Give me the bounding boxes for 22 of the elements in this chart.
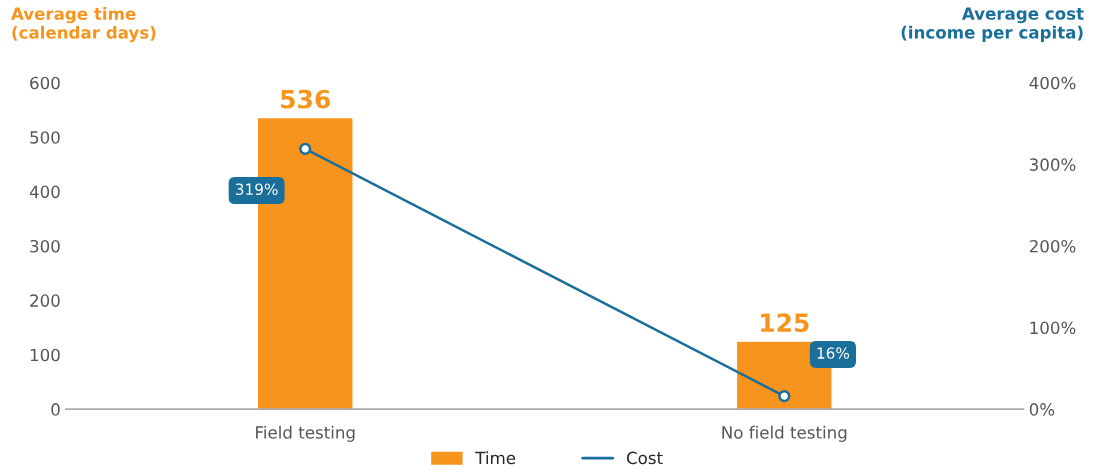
y-tick-label: 100 [30,348,60,362]
x-tick-label: Field testing [256,425,355,442]
data-label: 16% [817,347,850,359]
y-tick-label: 500 [30,131,60,144]
data-label: 319% [235,183,278,195]
y2-tick-label: 0% [1029,403,1055,416]
data-label: 536 [281,89,330,109]
y-axis-title: Average time (calendar days) [11,7,156,43]
y2-tick-label: 200% [1029,239,1076,253]
y2-tick-label: 400% [1029,76,1076,90]
data-label: 125 [761,313,809,333]
y2-axis-title: Average cost (income per capita) [901,7,1084,42]
y-tick-label: 0 [51,403,60,416]
y2-tick-label: 300% [1029,158,1076,171]
y-tick-label: 300 [30,239,60,253]
y-tick-label: 600 [30,76,60,90]
y-tick-label: 200 [30,294,60,307]
y2-tick-label: 100% [1030,321,1076,335]
legend-label: Time [475,451,516,465]
x-tick-label: No field testing [722,425,847,442]
y-tick-label: 400 [29,185,60,199]
legend-label: Cost [626,451,663,465]
